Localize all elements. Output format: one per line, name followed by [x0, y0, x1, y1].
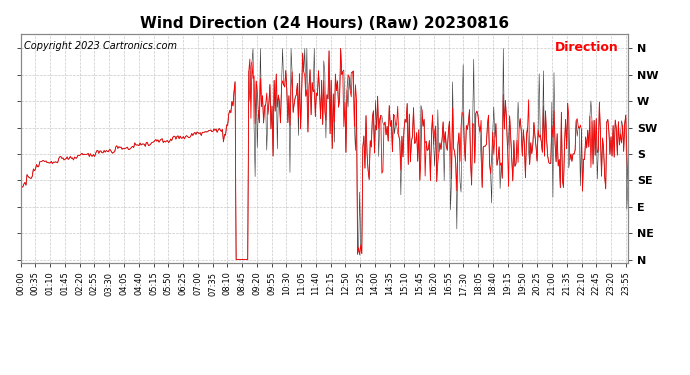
Text: Copyright 2023 Cartronics.com: Copyright 2023 Cartronics.com: [23, 40, 177, 51]
Text: Direction: Direction: [555, 40, 619, 54]
Title: Wind Direction (24 Hours) (Raw) 20230816: Wind Direction (24 Hours) (Raw) 20230816: [140, 16, 509, 31]
